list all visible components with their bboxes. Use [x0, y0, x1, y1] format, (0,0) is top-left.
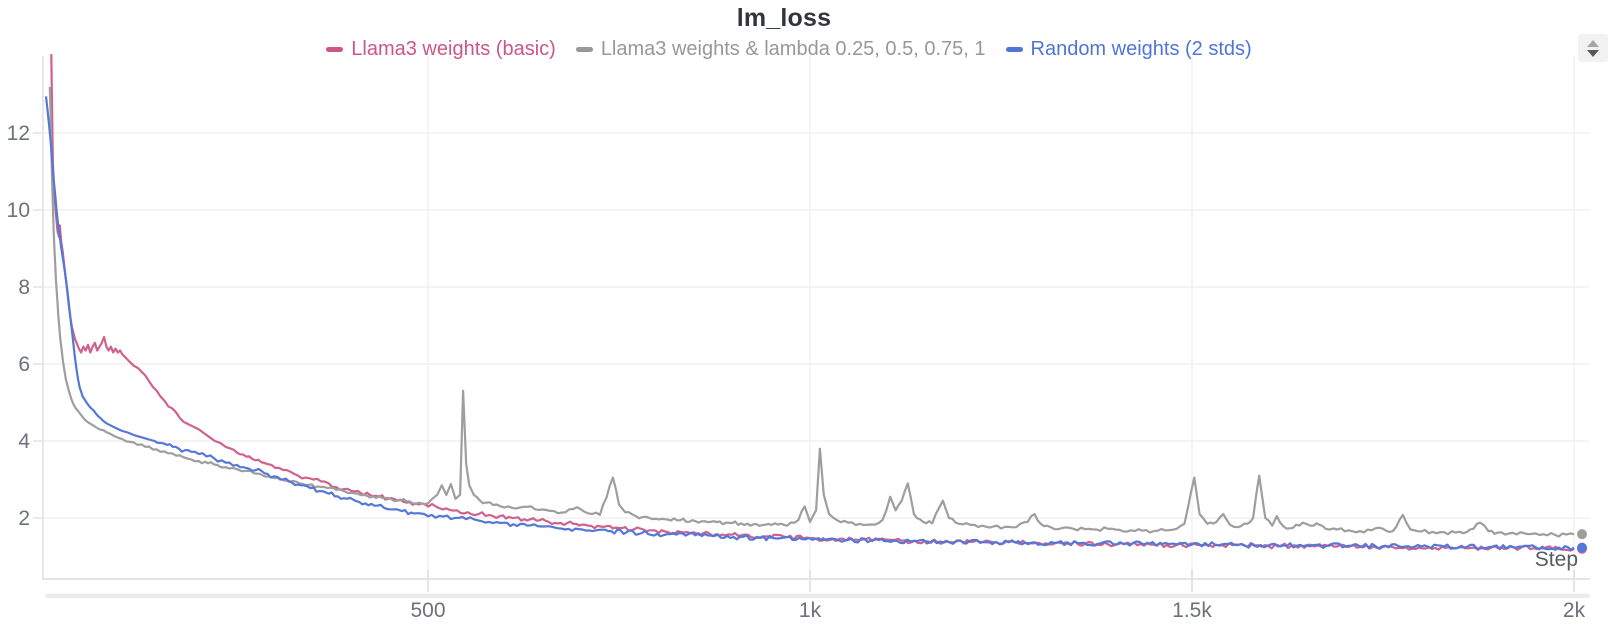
axes — [42, 56, 1590, 598]
x-tick-label: 1k — [799, 599, 822, 622]
legend-item-random-weights[interactable]: Random weights (2 stds) — [1005, 36, 1252, 62]
x-tick-label: 500 — [410, 599, 445, 622]
legend-label: Llama3 weights & lambda 0.25, 0.5, 0.75,… — [600, 38, 986, 60]
y-tick-label: 12 — [7, 122, 30, 145]
chevron-up-icon — [1587, 39, 1599, 47]
x-gridlines: 500 1k 1.5k 2k — [410, 56, 1586, 622]
y-tick-label: 4 — [18, 430, 30, 453]
chevron-down-icon — [1587, 49, 1599, 57]
x-axis-domain-bar — [45, 593, 1590, 598]
y-tick-label: 6 — [18, 353, 30, 376]
axis-stepper-button[interactable] — [1578, 34, 1608, 62]
legend-swatch-blue-icon — [1005, 46, 1023, 52]
series-end-dot-1 — [1577, 529, 1587, 540]
legend-swatch-pink-icon — [326, 46, 344, 52]
x-tick-label: 1.5k — [1172, 599, 1212, 622]
series-line-2 — [44, 96, 1575, 551]
x-axis-label: Step — [1535, 548, 1578, 571]
series-end-dot-2 — [1577, 542, 1587, 553]
legend-swatch-gray-icon — [575, 46, 593, 52]
y-tick-label: 10 — [7, 199, 30, 222]
x-tick-label: 2k — [1563, 599, 1586, 622]
y-gridlines: 2 4 6 8 10 12 — [7, 122, 1590, 530]
legend-label: Llama3 weights (basic) — [351, 38, 556, 60]
y-tick-label: 8 — [18, 276, 30, 299]
legend-item-llama3-basic[interactable]: Llama3 weights (basic) — [326, 36, 556, 62]
legend-label: Random weights (2 stds) — [1030, 38, 1252, 60]
series-line-0 — [50, 54, 1575, 552]
y-tick-label: 2 — [18, 507, 30, 530]
series-line-1 — [48, 86, 1575, 538]
page-title: lm_loss — [736, 4, 832, 32]
legend: Llama3 weights (basic) Llama3 weights & … — [0, 36, 1578, 62]
series-lines — [44, 54, 1575, 552]
legend-item-llama3-lambda[interactable]: Llama3 weights & lambda 0.25, 0.5, 0.75,… — [575, 36, 986, 62]
